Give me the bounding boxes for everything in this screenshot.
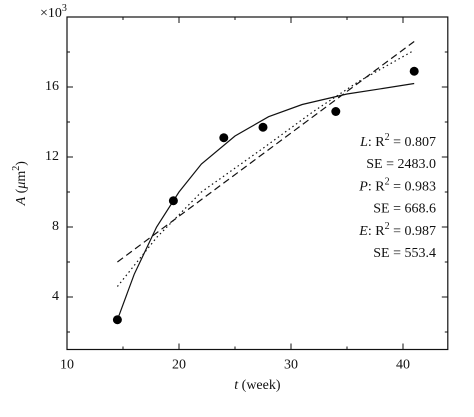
text-part: ) [14, 161, 29, 166]
r2-value: = 0.987 [390, 224, 436, 239]
x-tick-label: 40 [396, 358, 410, 373]
plot-frame [66, 16, 449, 351]
text-part: μ [14, 182, 29, 190]
r2-value: = 0.807 [390, 135, 436, 150]
data-point [219, 133, 229, 143]
text-part: t [234, 378, 239, 393]
data-point [331, 107, 341, 116]
data-point [168, 196, 178, 206]
superscript: 2 [385, 176, 390, 187]
superscript: 2 [385, 221, 390, 232]
fit-stat: P: R2 = 0.983 [358, 176, 436, 194]
fit-stat: L: R2 = 0.807 [359, 132, 436, 150]
model-name: L [359, 135, 368, 150]
data-point [112, 315, 122, 325]
r2-value: = 0.983 [390, 180, 436, 195]
fit-curve [116, 82, 415, 321]
stat-name: : R [368, 180, 385, 195]
stat-name: : R [368, 224, 385, 239]
data-point [258, 122, 268, 132]
stat-name: : R [368, 135, 385, 150]
x-axis-label: t (week) [234, 378, 281, 393]
x-tick-label: 30 [284, 358, 298, 373]
x-tick-label: 10 [60, 358, 74, 373]
y-tick-label: 12 [45, 149, 59, 164]
text-part: A [14, 196, 29, 206]
y-axis-label: A (μm2) [11, 161, 29, 207]
y-tick-label: 4 [52, 289, 59, 304]
se-value: SE = 553.4 [373, 246, 436, 261]
fit-stat: E: R2 = 0.987 [358, 221, 436, 239]
text-part: ( [14, 188, 29, 197]
se-value: SE = 668.6 [373, 202, 436, 217]
y-tick-label: 16 [45, 79, 59, 94]
y-tick-label: 8 [52, 219, 59, 234]
text-part: ×10 [40, 6, 62, 21]
data-point [409, 66, 419, 76]
model-name: E [358, 224, 368, 239]
model-name: P [358, 180, 368, 195]
fit-curve [117, 41, 415, 263]
axis-multiplier: ×103 [40, 3, 67, 21]
text-part: 2 [11, 166, 22, 171]
text-part: m [14, 171, 29, 182]
superscript: 2 [385, 132, 390, 143]
se-value: SE = 2483.0 [366, 157, 436, 172]
text-part: (week) [238, 378, 281, 393]
text-part: 3 [62, 3, 67, 14]
x-tick-label: 20 [172, 358, 186, 373]
